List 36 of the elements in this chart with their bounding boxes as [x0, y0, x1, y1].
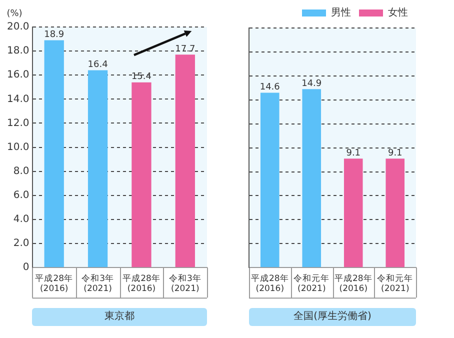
data-label: 14.9	[302, 78, 322, 89]
y-tick-label: 2.0	[13, 238, 30, 250]
x-tick-label: 令和元年 (2021)	[377, 272, 414, 294]
y-tick-label: 0	[22, 262, 30, 274]
legend-label: 男性	[331, 6, 351, 19]
y-axis-title: (%)	[6, 8, 22, 19]
data-label: 15.4	[131, 72, 152, 82]
x-tick-label: 平成28年 (2016)	[122, 272, 160, 294]
data-label: 9.1	[346, 148, 361, 158]
y-tick-label: 8.0	[13, 166, 30, 177]
x-tick-label: 令和3年 (2021)	[168, 272, 202, 294]
bar	[88, 70, 108, 268]
y-tick-label: 10.0	[7, 142, 30, 153]
bar	[44, 40, 64, 268]
y-tick-label: 16.0	[7, 70, 30, 81]
data-label: 14.6	[260, 82, 280, 93]
x-tick-label: 平成28年 (2016)	[35, 272, 74, 294]
x-axis-title: 東京都	[32, 308, 207, 326]
data-label: 17.7	[175, 44, 196, 55]
data-label: 16.4	[88, 60, 108, 70]
y-tick-label: 6.0	[13, 190, 30, 202]
x-tick-label: 平成28年 (2016)	[250, 272, 289, 294]
y-tick-label: 14.0	[7, 94, 30, 105]
bar	[175, 54, 195, 268]
legend-label: 女性	[388, 6, 408, 19]
data-label: 9.1	[388, 148, 402, 158]
data-label: 18.9	[44, 30, 64, 40]
x-tick-label: 令和3年 (2021)	[82, 272, 114, 294]
y-tick-label: 12.0	[7, 118, 30, 129]
x-tick-label: 平成28年 (2016)	[334, 272, 372, 294]
y-tick-label: 20.0	[7, 22, 30, 33]
x-tick-label: 令和元年 (2021)	[294, 272, 330, 294]
x-axis-title: 全国(厚生労働省)	[249, 308, 416, 326]
y-tick-label: 4.0	[13, 214, 30, 226]
bar	[132, 82, 152, 268]
y-tick-label: 18.0	[7, 46, 30, 57]
